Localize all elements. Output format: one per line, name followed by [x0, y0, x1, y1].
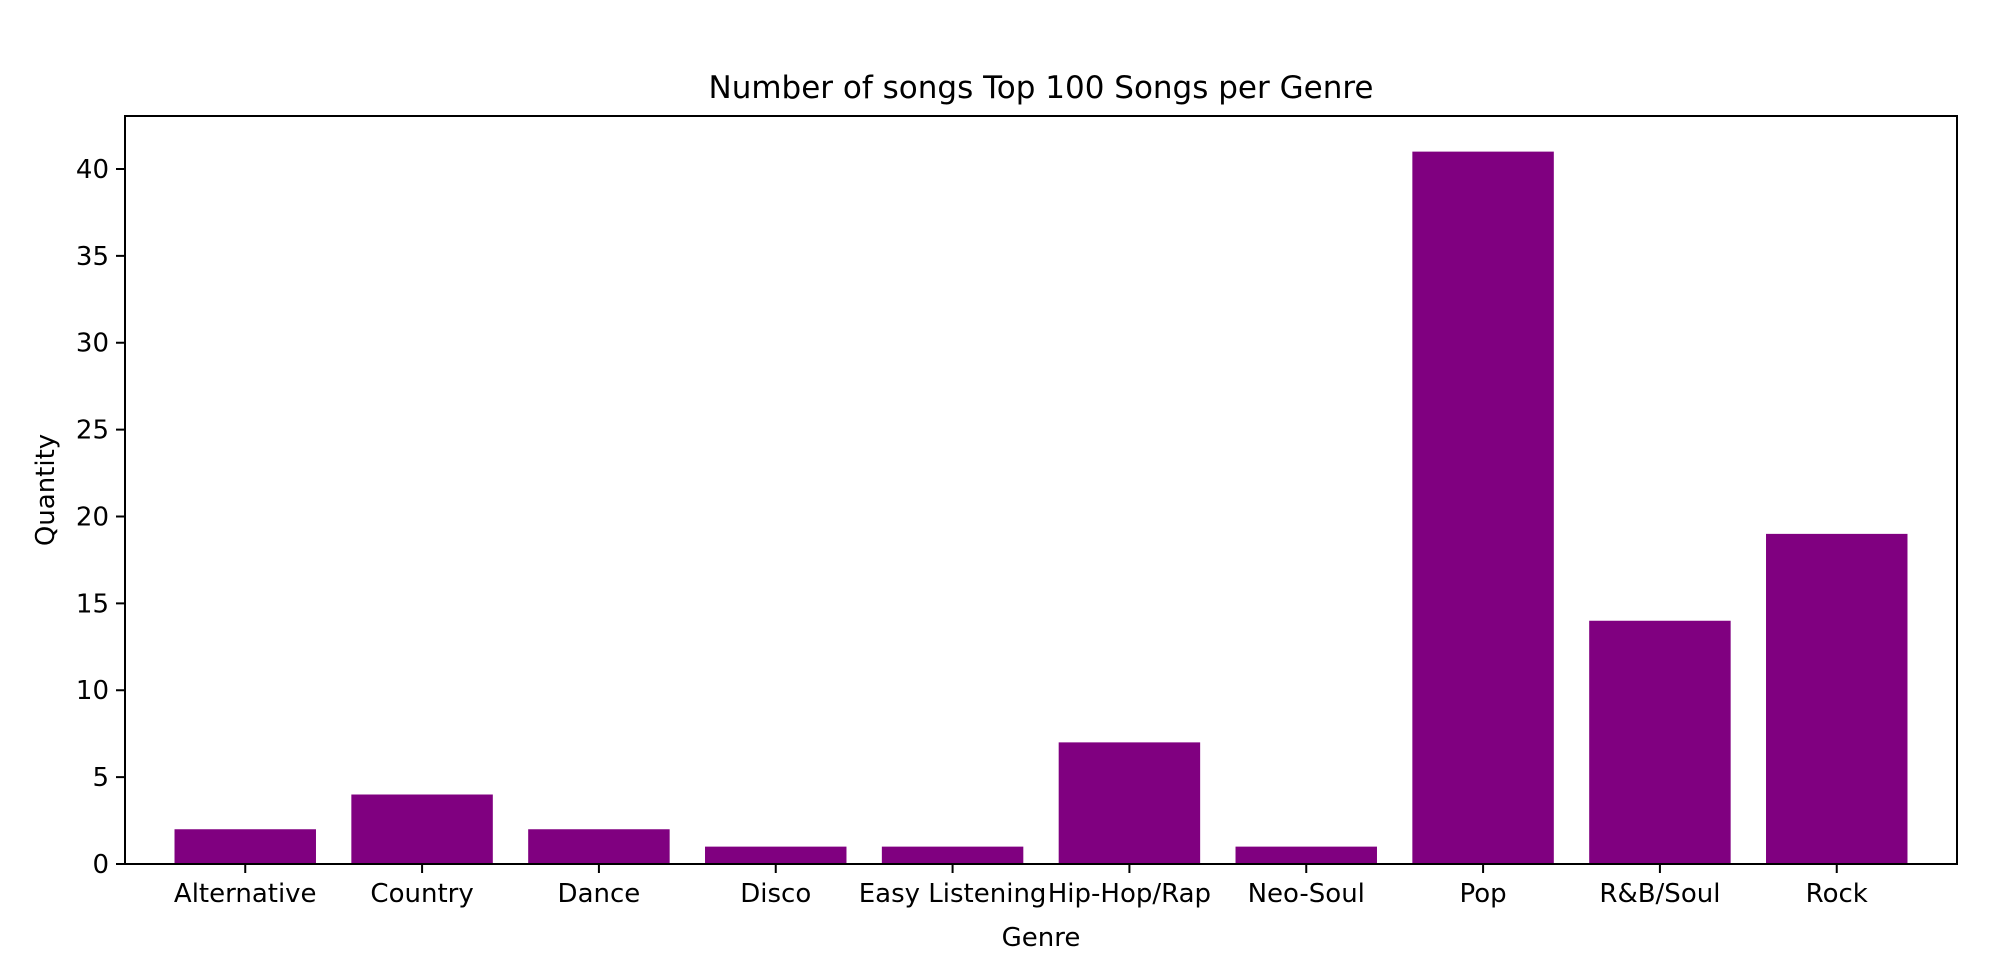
y-tick-label: 35 — [76, 242, 109, 272]
x-ticks: Alternative Country Dance Disco Easy Listeni… — [174, 864, 1868, 909]
x-tick-label: R&B/Soul — [1599, 879, 1720, 909]
y-tick-label: 40 — [76, 155, 109, 185]
x-tick-label: Easy Listening — [859, 879, 1047, 909]
bar-dance — [528, 829, 670, 864]
y-tick-label: 0 — [92, 850, 109, 880]
bar-country — [351, 794, 493, 864]
x-tick-label: Country — [370, 879, 473, 909]
bar-rock — [1766, 533, 1908, 864]
y-tick-label: 5 — [92, 763, 109, 793]
y-tick-label: 30 — [76, 329, 109, 359]
y-ticks: 0 5 10 15 20 25 30 35 40 — [76, 155, 125, 880]
bar-neo-soul — [1235, 846, 1377, 864]
chart-title: Number of songs Top 100 Songs per Genre — [709, 70, 1374, 106]
x-axis-label: Genre — [1002, 923, 1081, 953]
y-tick-label: 10 — [76, 676, 109, 706]
x-tick-label: Alternative — [174, 879, 317, 909]
x-tick-label: Rock — [1806, 879, 1868, 909]
bar-r-b-soul — [1589, 620, 1731, 864]
x-tick-label: Dance — [558, 879, 641, 909]
y-tick-label: 15 — [76, 589, 109, 619]
x-tick-label: Hip-Hop/Rap — [1048, 879, 1211, 909]
y-tick-label: 20 — [76, 502, 109, 532]
bar-alternative — [174, 829, 316, 864]
bar-hip-hop-rap — [1058, 742, 1201, 864]
bars-layer — [174, 151, 1908, 865]
y-tick-label: 25 — [76, 416, 109, 446]
y-axis-label: Quantity — [31, 434, 61, 546]
x-tick-label: Disco — [740, 879, 811, 909]
bar-disco — [705, 846, 847, 864]
x-tick-label: Pop — [1459, 879, 1506, 909]
plot-frame — [124, 115, 1958, 865]
bar-pop — [1412, 151, 1554, 865]
bar-easy-listening — [881, 846, 1024, 864]
x-tick-label: Neo-Soul — [1248, 879, 1365, 909]
